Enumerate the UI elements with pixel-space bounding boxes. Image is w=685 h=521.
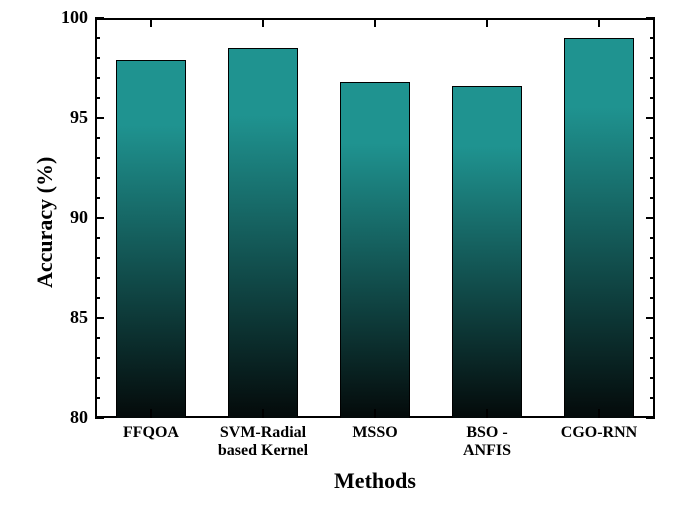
- x-tick-top: [486, 18, 488, 27]
- x-tick-bottom: [598, 409, 600, 418]
- y-minor-tick-right: [650, 257, 655, 259]
- y-minor-tick-left: [95, 277, 100, 279]
- y-tick-label: 85: [43, 307, 88, 328]
- y-tick-label: 95: [43, 107, 88, 128]
- y-axis-label: Accuracy (%): [32, 157, 58, 288]
- y-minor-tick-left: [95, 57, 100, 59]
- accuracy-bar-chart: 80859095100FFQOASVM-Radialbased KernelMS…: [0, 0, 685, 521]
- bar: [116, 60, 185, 418]
- y-minor-tick-right: [650, 277, 655, 279]
- x-tick-bottom: [262, 409, 264, 418]
- y-minor-tick-left: [95, 37, 100, 39]
- x-tick-bottom: [374, 409, 376, 418]
- y-minor-tick-right: [650, 57, 655, 59]
- x-tick-bottom: [486, 409, 488, 418]
- x-tick-label: CGO-RNN: [540, 424, 658, 442]
- y-minor-tick-right: [650, 157, 655, 159]
- y-minor-tick-right: [650, 377, 655, 379]
- y-minor-tick-left: [95, 297, 100, 299]
- y-minor-tick-left: [95, 157, 100, 159]
- y-minor-tick-left: [95, 357, 100, 359]
- y-tick-left: [95, 117, 104, 119]
- x-tick-top: [150, 18, 152, 27]
- y-minor-tick-left: [95, 137, 100, 139]
- y-minor-tick-left: [95, 177, 100, 179]
- bar: [228, 48, 297, 418]
- y-tick-right: [646, 217, 655, 219]
- x-tick-label: FFQOA: [92, 424, 210, 442]
- y-minor-tick-left: [95, 237, 100, 239]
- bar: [340, 82, 409, 418]
- y-minor-tick-right: [650, 137, 655, 139]
- bar: [452, 86, 521, 418]
- bar: [564, 38, 633, 418]
- x-axis-label: Methods: [95, 468, 655, 494]
- x-tick-label: BSO -ANFIS: [428, 424, 546, 461]
- y-minor-tick-right: [650, 177, 655, 179]
- y-minor-tick-left: [95, 377, 100, 379]
- x-tick-top: [262, 18, 264, 27]
- y-minor-tick-right: [650, 297, 655, 299]
- x-tick-bottom: [150, 409, 152, 418]
- y-minor-tick-right: [650, 237, 655, 239]
- y-minor-tick-right: [650, 77, 655, 79]
- y-minor-tick-left: [95, 397, 100, 399]
- x-tick-label: SVM-Radialbased Kernel: [204, 424, 322, 461]
- y-minor-tick-right: [650, 37, 655, 39]
- y-minor-tick-left: [95, 337, 100, 339]
- y-tick-right: [646, 417, 655, 419]
- y-minor-tick-left: [95, 97, 100, 99]
- y-minor-tick-right: [650, 197, 655, 199]
- y-tick-right: [646, 117, 655, 119]
- y-minor-tick-left: [95, 257, 100, 259]
- y-tick-label: 100: [43, 7, 88, 28]
- y-tick-left: [95, 217, 104, 219]
- y-tick-left: [95, 17, 104, 19]
- x-tick-top: [598, 18, 600, 27]
- x-tick-label: MSSO: [316, 424, 434, 442]
- y-minor-tick-right: [650, 337, 655, 339]
- y-minor-tick-left: [95, 197, 100, 199]
- y-tick-right: [646, 317, 655, 319]
- x-tick-top: [374, 18, 376, 27]
- y-tick-left: [95, 317, 104, 319]
- y-tick-left: [95, 417, 104, 419]
- y-tick-label: 80: [43, 407, 88, 428]
- y-minor-tick-right: [650, 97, 655, 99]
- y-minor-tick-right: [650, 357, 655, 359]
- y-minor-tick-right: [650, 397, 655, 399]
- y-tick-right: [646, 17, 655, 19]
- y-minor-tick-left: [95, 77, 100, 79]
